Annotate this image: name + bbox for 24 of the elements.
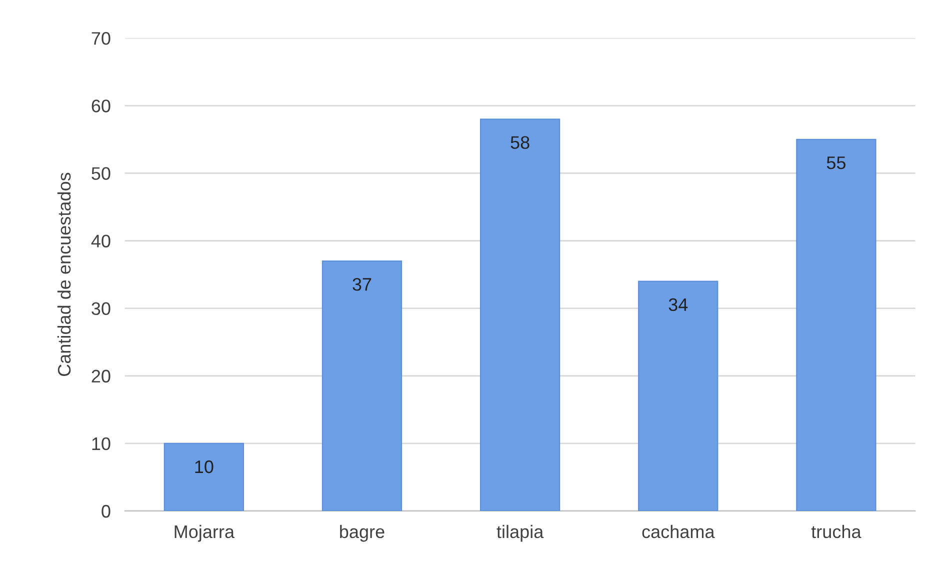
data-label: 55 (826, 156, 846, 170)
data-label: 34 (668, 298, 688, 312)
bar (638, 280, 718, 511)
bar (480, 118, 560, 511)
y-tick-label: 70 (92, 32, 110, 45)
data-label: 37 (352, 278, 372, 291)
x-tick-label: trucha (811, 524, 862, 538)
x-tick-label: tilapia (496, 524, 544, 542)
y-tick-label: 0 (102, 504, 110, 518)
bar (164, 442, 244, 511)
x-tick-label: Mojarra (174, 524, 235, 542)
y-tick-label: 50 (92, 167, 110, 180)
bar (796, 138, 876, 511)
y-tick-label: 20 (92, 370, 110, 383)
x-tick-label: cachama (642, 524, 715, 538)
bar (322, 260, 402, 511)
y-tick-label: 10 (92, 437, 110, 450)
data-label: 10 (195, 460, 214, 474)
y-tick-label: 60 (92, 100, 110, 112)
y-tick-label: 30 (92, 302, 110, 316)
y-tick-label: 40 (91, 234, 110, 248)
y-axis-title: Cantidad de encuestados (57, 172, 71, 376)
data-label: 58 (510, 136, 530, 149)
x-tick-label: bagre (340, 524, 384, 542)
